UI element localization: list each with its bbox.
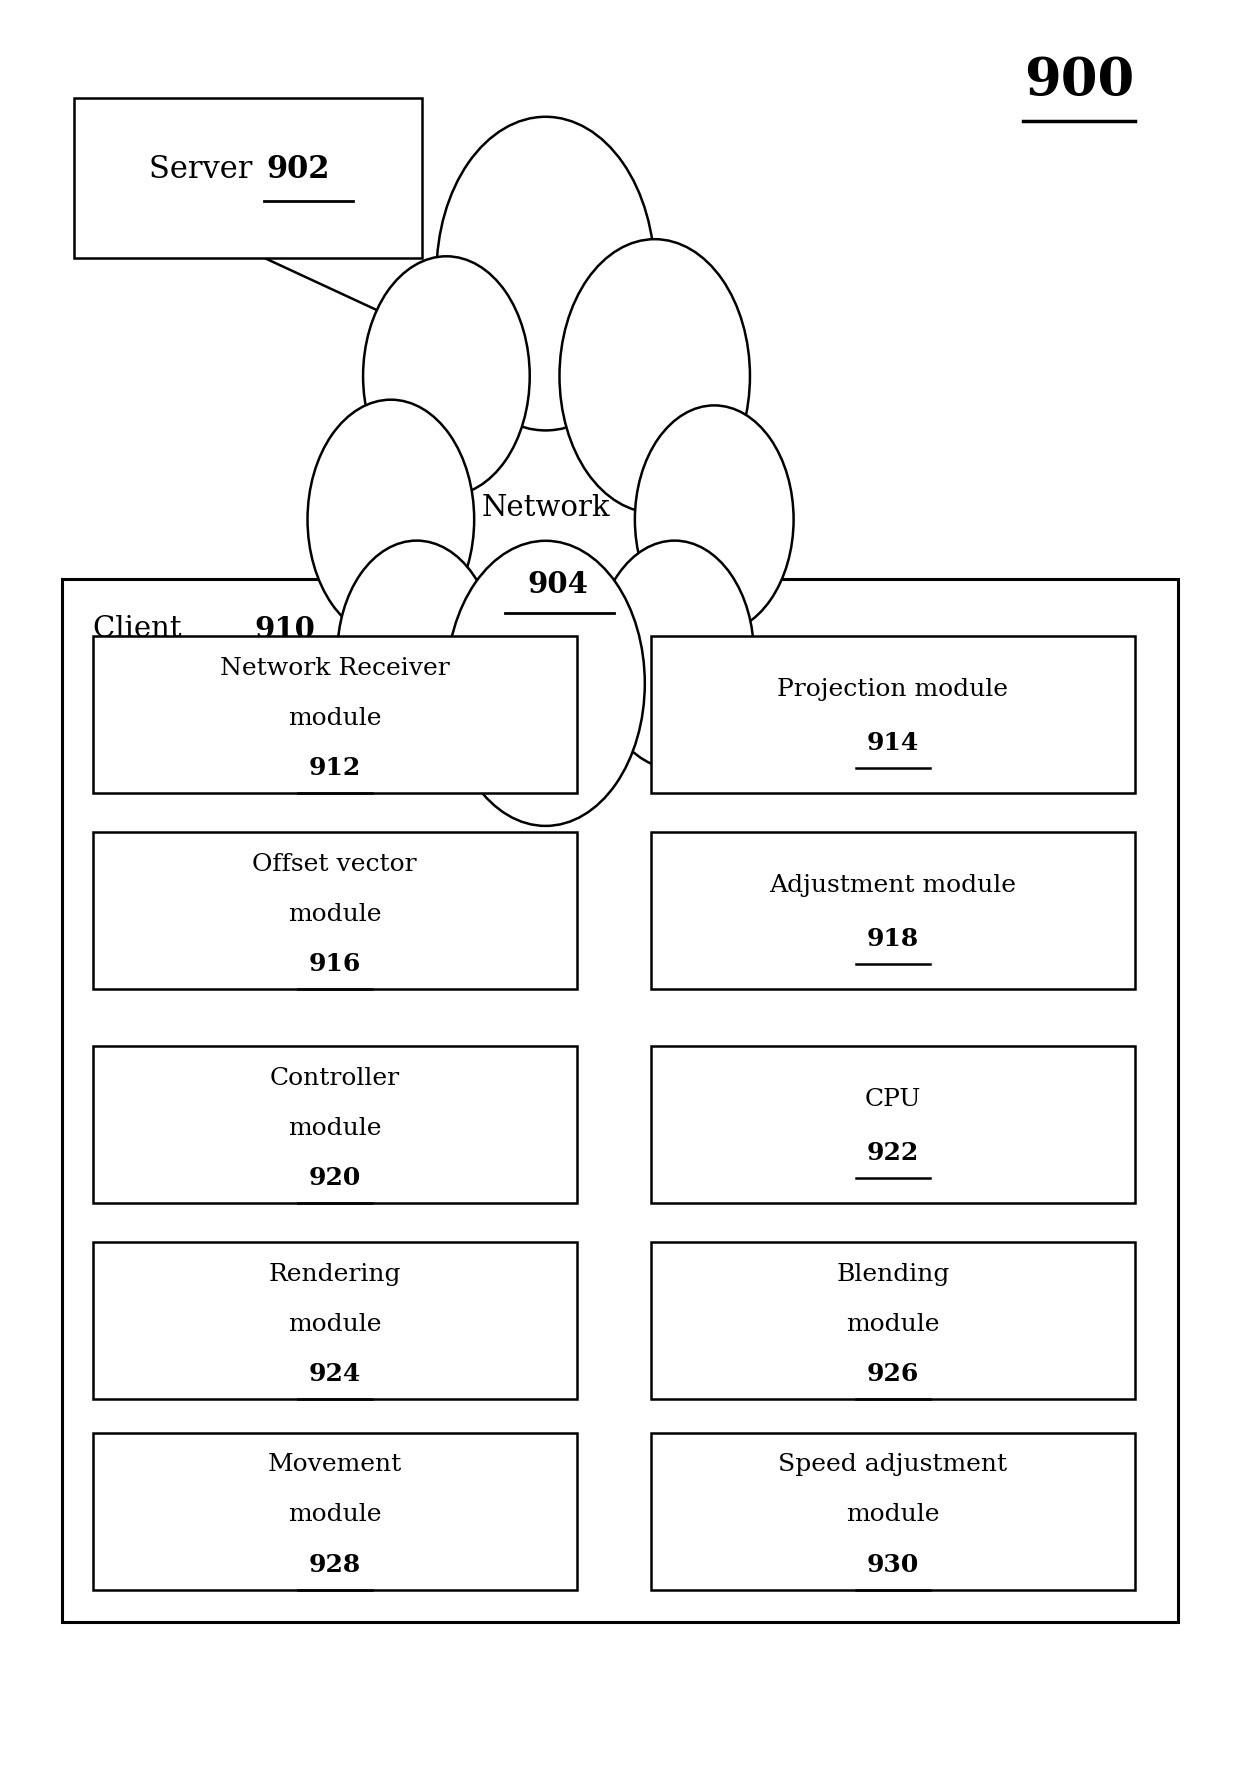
Text: module: module [288,1117,382,1139]
Text: 902: 902 [267,153,330,185]
FancyBboxPatch shape [93,1046,577,1203]
Ellipse shape [363,257,529,495]
Text: 914: 914 [867,731,919,756]
Ellipse shape [446,540,645,825]
FancyBboxPatch shape [93,1433,577,1590]
Ellipse shape [635,405,794,633]
FancyBboxPatch shape [62,579,1178,1622]
Text: module: module [846,1504,940,1525]
Text: 930: 930 [867,1552,919,1577]
Text: 900: 900 [1024,55,1133,105]
Text: 918: 918 [867,927,919,952]
Text: Offset vector: Offset vector [253,854,417,875]
Text: module: module [288,1313,382,1335]
FancyBboxPatch shape [651,1433,1135,1590]
Ellipse shape [337,540,496,768]
Text: 924: 924 [309,1361,361,1386]
Text: 928: 928 [309,1552,361,1577]
Text: Controller: Controller [270,1067,399,1089]
Text: Client: Client [93,615,191,643]
Ellipse shape [595,540,754,768]
Text: 922: 922 [867,1140,919,1165]
Text: Projection module: Projection module [777,679,1008,700]
Ellipse shape [436,118,655,431]
Text: module: module [288,903,382,925]
Text: 916: 916 [309,952,361,977]
Text: CPU: CPU [864,1089,921,1110]
Text: Rendering: Rendering [269,1263,401,1285]
Text: Adjustment module: Adjustment module [769,875,1017,896]
Text: module: module [288,707,382,729]
Text: Movement: Movement [268,1454,402,1475]
Text: 904: 904 [527,570,589,599]
Text: Server: Server [149,153,262,185]
FancyBboxPatch shape [93,1242,577,1399]
Text: Blending: Blending [836,1263,950,1285]
FancyBboxPatch shape [651,636,1135,793]
Text: 910: 910 [254,615,315,643]
Ellipse shape [308,399,474,640]
FancyBboxPatch shape [93,832,577,989]
Text: 920: 920 [309,1165,361,1190]
Text: Speed adjustment: Speed adjustment [779,1454,1007,1475]
Text: module: module [288,1504,382,1525]
FancyBboxPatch shape [651,1046,1135,1203]
FancyBboxPatch shape [74,98,422,258]
Ellipse shape [559,239,750,513]
FancyBboxPatch shape [651,1242,1135,1399]
Text: module: module [846,1313,940,1335]
Text: Network: Network [481,494,610,522]
Text: 912: 912 [309,756,361,781]
Text: 926: 926 [867,1361,919,1386]
Text: Network Receiver: Network Receiver [219,658,450,679]
FancyBboxPatch shape [93,636,577,793]
FancyBboxPatch shape [651,832,1135,989]
